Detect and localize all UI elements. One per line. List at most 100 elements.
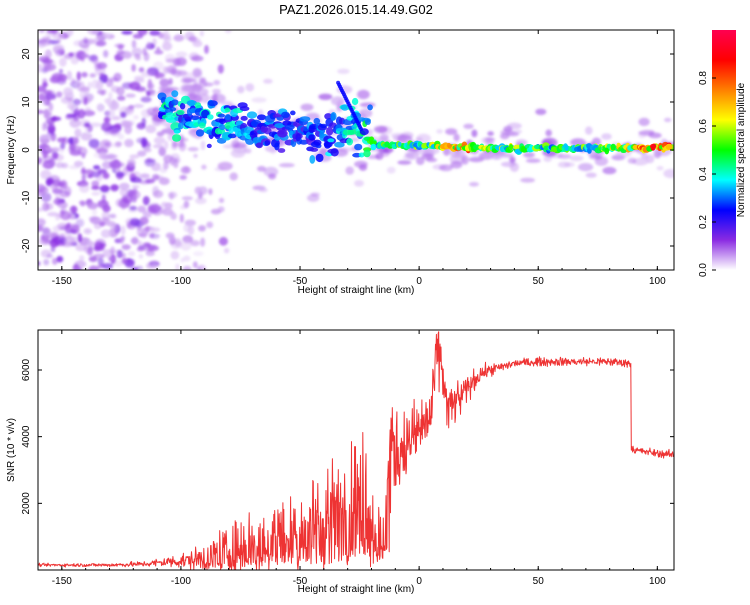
snr-y-tick-label: 4000 <box>21 425 32 448</box>
spectrogram-cell <box>196 266 201 270</box>
spectrogram-x-tick-label: -100 <box>171 276 191 287</box>
spectrogram-cell <box>315 153 324 163</box>
spectrogram-cell <box>221 100 233 107</box>
spectrogram-cell <box>137 150 147 157</box>
spectrogram-cell <box>133 115 139 120</box>
colorbar-ticks: 0.0 0.2 0.4 0.6 0.8 <box>698 71 716 277</box>
spectrogram-cell <box>546 138 555 144</box>
spectrogram-cell <box>124 106 135 113</box>
spectrogram-cell <box>74 266 83 270</box>
spectrogram-cell <box>136 247 145 252</box>
spectrogram-cell <box>38 207 44 212</box>
spectrogram-cell <box>181 196 193 201</box>
spectrogram-cell <box>143 147 152 153</box>
spectrogram-cell <box>38 30 46 33</box>
spectrogram-cell <box>190 115 200 121</box>
spectrogram-cell <box>129 154 140 159</box>
spectrogram-cell <box>463 123 474 129</box>
snr-x-label: Height of straight line (km) <box>298 584 415 595</box>
spectrogram-cell <box>91 180 100 188</box>
colorbar-tick-label: 0.8 <box>698 71 709 85</box>
spectrogram-cell <box>110 246 116 255</box>
spectrogram-cell <box>379 134 389 141</box>
spectrogram-cell <box>79 90 87 100</box>
spectrogram-cell <box>200 93 210 104</box>
spectrogram-cell <box>145 44 152 50</box>
spectrogram-cell <box>59 225 69 231</box>
spectrogram-cell <box>404 152 415 158</box>
spectrogram-cell <box>51 30 59 35</box>
spectrogram-cell <box>42 78 48 83</box>
spectrogram-cell <box>132 33 144 39</box>
spectrogram-cell <box>453 133 460 142</box>
spectrogram-cell <box>100 229 111 239</box>
spectrogram-cell <box>38 225 42 232</box>
spectrogram-cell <box>212 88 221 94</box>
spectrogram-cell <box>345 166 355 175</box>
spectrogram-cell <box>42 122 47 131</box>
spectrogram-cell <box>120 225 126 236</box>
spectrogram-cell <box>206 143 212 149</box>
snr-x-tick-label: 100 <box>649 576 666 587</box>
spectrogram-cell <box>83 122 91 128</box>
spectrogram-cell <box>324 113 333 120</box>
spectrogram-cell <box>177 141 185 148</box>
spectrogram-cell <box>99 185 110 193</box>
spectrogram-cell <box>189 37 201 43</box>
spectrogram-cell <box>131 39 137 49</box>
spectrogram-cell <box>192 261 198 269</box>
spectrogram-cell <box>665 144 673 150</box>
spectrogram-cell <box>243 148 252 154</box>
spectrogram-cell <box>124 138 134 148</box>
spectrogram-cell <box>224 107 231 113</box>
spectrogram-cell <box>38 184 46 193</box>
spectrogram-cell <box>194 102 202 109</box>
spectrogram-cell <box>70 56 79 65</box>
spectrogram-cell <box>107 154 119 159</box>
spectrogram-cell <box>45 177 55 185</box>
spectrogram-cell <box>46 131 55 137</box>
spectrogram-cell <box>89 73 97 78</box>
spectrogram-cell <box>78 109 86 119</box>
spectrogram-cell <box>129 205 138 211</box>
spectrogram-cell <box>156 204 167 214</box>
spectrogram-cell <box>59 233 64 240</box>
spectrogram-cell <box>300 103 314 112</box>
spectrogram-cell <box>142 242 151 247</box>
spectrogram-cell <box>313 139 322 146</box>
spectrogram-cell <box>54 197 61 206</box>
spectrogram-cell <box>76 71 81 81</box>
spectrogram-cell <box>346 138 353 146</box>
spectrogram-cell <box>145 124 157 134</box>
spectrogram-cell <box>102 263 114 270</box>
spectrogram-cell <box>277 129 288 138</box>
spectrogram-cell <box>120 252 127 259</box>
spectrogram-cell <box>164 86 180 92</box>
spectrogram-cell <box>74 136 80 145</box>
spectrogram-cell <box>97 168 107 174</box>
spectrogram-cell <box>308 134 316 141</box>
spectrogram-cell <box>173 129 180 134</box>
spectrogram-cell <box>57 212 65 218</box>
spectrogram-cell <box>309 147 319 152</box>
snr-series-line <box>38 331 674 570</box>
spectrogram-cell <box>469 182 479 187</box>
spectrogram-cell <box>146 264 158 270</box>
spectrogram-cell <box>131 47 143 57</box>
spectrogram-cell <box>198 225 206 232</box>
spectrogram-cell <box>151 162 161 172</box>
spectrogram-cell <box>638 132 646 139</box>
spectrogram-cell <box>127 250 136 257</box>
spectrogram-cell <box>364 119 371 125</box>
spectrogram-cell <box>218 197 225 203</box>
spectrogram-cell <box>121 244 131 251</box>
spectrogram-cell <box>200 237 206 247</box>
spectrogram-cell <box>116 86 125 96</box>
spectrogram-cell <box>66 30 74 37</box>
spectrogram-cell <box>640 153 649 160</box>
snr-panel: -150 -100 -50 0 50 100 2000 4000 6000 Height of… <box>6 329 675 595</box>
spectrogram-cell <box>277 148 286 153</box>
spectrogram-cell <box>170 250 180 260</box>
spectrogram-y-label: Frequency (Hz) <box>6 116 17 185</box>
spectrogram-cell <box>229 172 238 181</box>
